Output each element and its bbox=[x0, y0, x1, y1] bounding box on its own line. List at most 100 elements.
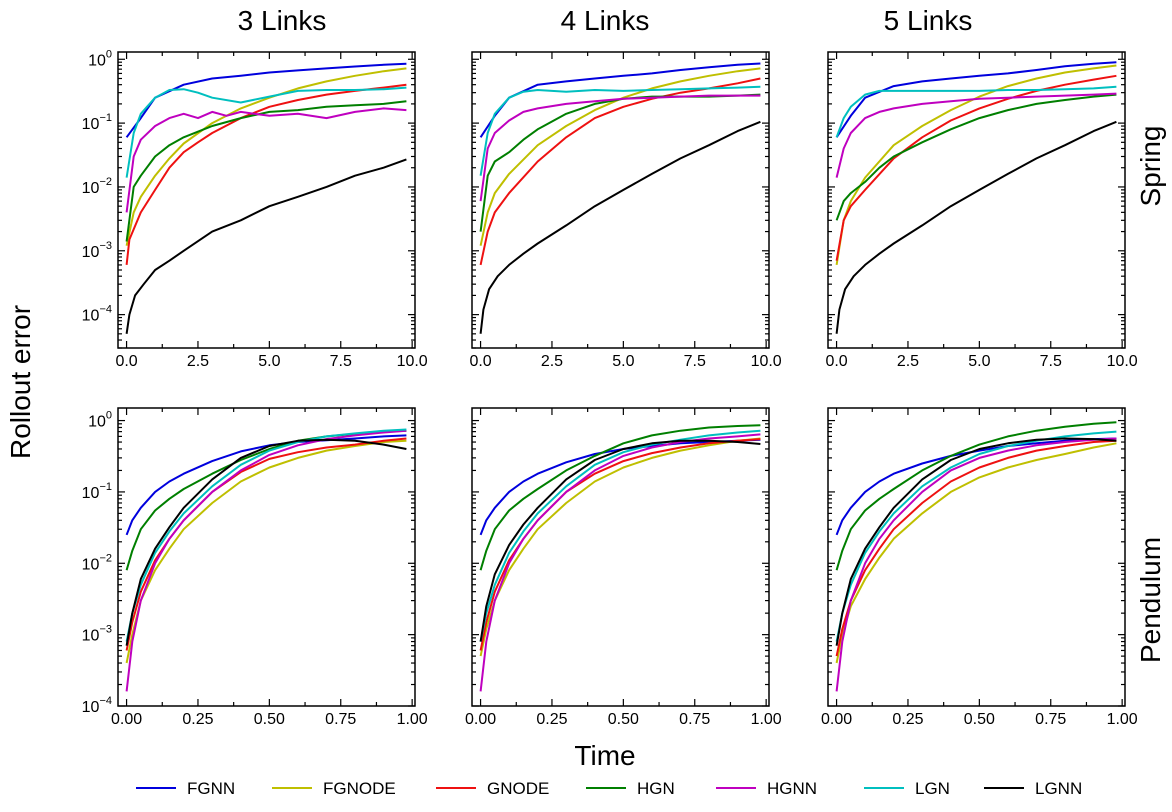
column-title-3-links: 3 Links bbox=[238, 5, 327, 36]
y-axis-label: Rollout error bbox=[5, 305, 36, 459]
y-tick-label: 10−3 bbox=[82, 624, 112, 645]
y-tick-label: 100 bbox=[88, 410, 112, 431]
x-tick-label: 0.00 bbox=[465, 711, 496, 728]
subplot-1: 0.0 2.5 5.0 7.5 10.0 10−4 10−3 10−2 10−1 100 bbox=[82, 48, 428, 370]
series-line-fgnn bbox=[125, 434, 407, 536]
x-tick-label: 1.00 bbox=[751, 711, 782, 728]
series-line-lgn bbox=[835, 85, 1117, 138]
subplot-2: 0.0 2.5 5.0 7.5 10.0 bbox=[469, 51, 782, 370]
series-line-hgnn bbox=[125, 107, 407, 213]
series-line-lgnn bbox=[479, 439, 761, 642]
series-line-hgn bbox=[835, 421, 1117, 571]
x-tick-label: 0.00 bbox=[111, 711, 142, 728]
y-tick-label: 100 bbox=[88, 48, 112, 69]
series-line-lgnn bbox=[835, 437, 1117, 646]
x-tick-label: 0.25 bbox=[892, 711, 923, 728]
x-axis-label: Time bbox=[574, 740, 635, 771]
x-tick-label: 0.50 bbox=[254, 711, 285, 728]
series-line-lgn bbox=[479, 429, 761, 642]
x-tick-label: 10.0 bbox=[751, 353, 782, 370]
y-tick-label: 10−2 bbox=[82, 176, 112, 197]
x-tick-label: 0.00 bbox=[821, 711, 852, 728]
series-line-lgnn bbox=[125, 438, 407, 646]
x-tick-label: 10.0 bbox=[1107, 353, 1138, 370]
series-line-fgnode bbox=[835, 442, 1117, 664]
series-line-lgn bbox=[479, 85, 761, 176]
y-tick-label: 10−1 bbox=[82, 112, 112, 133]
subplot-3: 0.0 2.5 5.0 7.5 10.0 bbox=[825, 51, 1138, 370]
x-tick-label: 0.75 bbox=[325, 711, 356, 728]
series-line-fgnn bbox=[835, 61, 1117, 138]
series-line-fgnode bbox=[479, 67, 761, 246]
plot-frame bbox=[117, 407, 416, 707]
series-line-lgn bbox=[125, 86, 407, 178]
legend-label-fgnn: FGNN bbox=[187, 779, 235, 798]
legend-label-lgnn: LGNN bbox=[1035, 779, 1082, 798]
series-line-hgn bbox=[835, 93, 1117, 221]
series-line-hgnn bbox=[479, 433, 761, 692]
x-tick-label: 0.75 bbox=[1035, 711, 1066, 728]
legend-label-hgnn: HGNN bbox=[767, 779, 817, 798]
subplot-6: 0.00 0.25 0.50 0.75 1.00 bbox=[821, 407, 1138, 728]
series-line-hgnn bbox=[125, 429, 407, 692]
series-line-lgnn bbox=[835, 120, 1117, 334]
x-tick-label: 7.5 bbox=[1040, 353, 1062, 370]
legend-label-lgn: LGN bbox=[915, 779, 950, 798]
series-line-fgnn bbox=[479, 438, 761, 536]
subplot-4: 0.00 0.25 0.50 0.75 1.00 10−4 10−3 10−2 10−1 100 bbox=[82, 407, 428, 728]
series-line-gnode bbox=[125, 83, 407, 266]
plot-frame bbox=[827, 51, 1126, 349]
series-line-lgnn bbox=[125, 158, 407, 334]
plot-frame bbox=[471, 51, 770, 349]
x-tick-label: 2.5 bbox=[541, 353, 563, 370]
column-title-5-links: 5 Links bbox=[884, 5, 973, 36]
x-tick-label: 5.0 bbox=[258, 353, 280, 370]
x-tick-label: 0.25 bbox=[536, 711, 567, 728]
y-tick-label: 10−4 bbox=[82, 695, 112, 716]
series-line-hgnn bbox=[835, 92, 1117, 178]
legend-label-fgnode: FGNODE bbox=[323, 779, 396, 798]
x-tick-label: 1.00 bbox=[397, 711, 428, 728]
series-line-gnode bbox=[479, 438, 761, 651]
x-tick-label: 0.50 bbox=[964, 711, 995, 728]
x-tick-label: 0.0 bbox=[469, 353, 491, 370]
series-line-gnode bbox=[835, 74, 1117, 261]
y-tick-label: 10−1 bbox=[82, 481, 112, 502]
y-tick-label: 10−2 bbox=[82, 552, 112, 573]
x-tick-label: 7.5 bbox=[330, 353, 352, 370]
x-tick-label: 10.0 bbox=[397, 353, 428, 370]
series-line-hgn bbox=[125, 100, 407, 242]
row-label-pendulum: Pendulum bbox=[1135, 537, 1166, 663]
row-label-spring: Spring bbox=[1135, 126, 1166, 207]
x-tick-label: 0.75 bbox=[679, 711, 710, 728]
legend: FGNN FGNODE GNODE HGN HGNN LGN LGNN bbox=[136, 779, 1082, 798]
series-line-hgnn bbox=[835, 437, 1117, 692]
y-tick-label: 10−3 bbox=[82, 240, 112, 261]
series-line-lgn bbox=[835, 430, 1117, 642]
series-line-hgn bbox=[479, 424, 761, 571]
x-tick-label: 0.25 bbox=[182, 711, 213, 728]
series-line-lgnn bbox=[479, 120, 761, 334]
subplot-5: 0.00 0.25 0.50 0.75 1.00 bbox=[465, 407, 782, 728]
x-tick-label: 5.0 bbox=[968, 353, 990, 370]
subplot-grid: 0.0 2.5 5.0 7.5 10.0 10−4 10−3 10−2 10−1 100 0.0 2.… bbox=[82, 48, 1138, 728]
series-line-lgn bbox=[125, 428, 407, 642]
x-tick-label: 7.5 bbox=[684, 353, 706, 370]
x-tick-label: 0.50 bbox=[608, 711, 639, 728]
x-tick-label: 1.00 bbox=[1107, 711, 1138, 728]
plot-frame bbox=[117, 51, 416, 349]
column-title-4-links: 4 Links bbox=[561, 5, 650, 36]
plot-frame bbox=[471, 407, 770, 707]
x-tick-label: 2.5 bbox=[187, 353, 209, 370]
x-tick-label: 0.0 bbox=[115, 353, 137, 370]
y-tick-label: 10−4 bbox=[82, 304, 112, 325]
legend-label-gnode: GNODE bbox=[487, 779, 549, 798]
x-tick-label: 0.0 bbox=[825, 353, 847, 370]
series-line-fgnode bbox=[835, 64, 1117, 266]
series-line-hgnn bbox=[479, 94, 761, 202]
series-line-fgnn bbox=[835, 437, 1117, 536]
plot-frame bbox=[827, 407, 1126, 707]
x-tick-label: 2.5 bbox=[897, 353, 919, 370]
